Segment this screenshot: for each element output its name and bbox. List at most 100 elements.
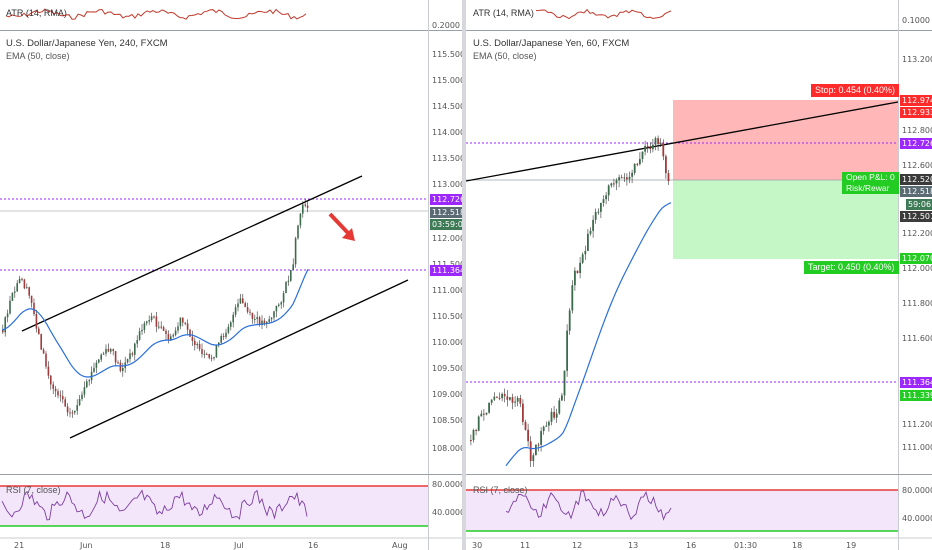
candle-body (268, 319, 270, 322)
candle-body (519, 398, 522, 404)
candle-body (21, 278, 23, 280)
candle-body (278, 304, 280, 306)
candle-body (225, 332, 227, 337)
atr-indicator-label[interactable]: ATR (14, RMA) (473, 8, 534, 18)
ema-indicator-label[interactable]: EMA (50, close) (6, 51, 70, 61)
rsi-indicator-label[interactable]: RSI (7, close) (6, 485, 61, 495)
candle-body (532, 455, 535, 461)
candle-body (290, 270, 292, 281)
candle-body (249, 311, 251, 313)
candle-body (28, 287, 30, 296)
candle-body (54, 388, 57, 392)
price-tag-level-low: 111.364 (430, 265, 468, 276)
candle-body (537, 444, 540, 446)
candle-body (304, 204, 306, 206)
candle-body (576, 270, 579, 273)
pane-separator[interactable] (0, 30, 462, 31)
candle-body (540, 431, 542, 445)
candle-body (480, 413, 483, 417)
candle-body (35, 314, 38, 329)
time-label: 18 (160, 541, 171, 550)
candle-body (545, 425, 548, 427)
symbol-title[interactable]: U.S. Dollar/Japanese Yen, 60, FXCM (473, 38, 630, 49)
stop-loss-label[interactable]: Stop: 0.454 (0.40%) (811, 84, 899, 97)
candle-body (215, 345, 218, 358)
chart-panel-4h[interactable]: ATR (14, RMA) 0.2000 U.S. Dollar/Japanes… (0, 0, 470, 550)
time-label: 16 (308, 541, 319, 550)
price-tag-target: 112.070 (900, 253, 932, 264)
candle-body (220, 336, 222, 343)
candle-body (9, 300, 11, 314)
candle-body (95, 362, 98, 368)
candle-body (654, 138, 657, 145)
atr-indicator-label[interactable]: ATR (14, RMA) (6, 8, 67, 18)
chart-canvas-1h[interactable] (466, 0, 932, 550)
arrow-down-icon (328, 212, 350, 235)
candle-body (23, 279, 26, 289)
candle-body (649, 147, 652, 150)
candle-body (172, 335, 174, 337)
candle-body (529, 441, 532, 461)
candle-body (114, 351, 117, 363)
symbol-title[interactable]: U.S. Dollar/Japanese Yen, 240, FXCM (6, 38, 168, 49)
candle-body (182, 317, 184, 323)
candle-body (574, 270, 576, 286)
candle-body (516, 398, 519, 402)
candle-body (600, 203, 602, 212)
panel-divider[interactable] (462, 0, 466, 550)
candle-body (119, 362, 122, 371)
candle-body (542, 426, 545, 432)
ema-indicator-label[interactable]: EMA (50, close) (473, 51, 537, 61)
candle-body (112, 349, 114, 351)
candle-body (66, 406, 69, 413)
rsi-axis-80: 80.0000 (902, 486, 932, 495)
candle-body (189, 329, 191, 337)
time-label: 18 (792, 541, 803, 550)
candle-body (131, 353, 134, 355)
chart-canvas-4h[interactable] (0, 0, 462, 550)
candle-body (548, 421, 550, 426)
pane-separator[interactable] (466, 30, 932, 31)
price-tag-last: 112.518 (430, 207, 468, 218)
rsi-indicator-label[interactable]: RSI (7, close) (473, 485, 528, 495)
candle-body (626, 177, 628, 180)
candle-body (213, 357, 215, 359)
candle-body (639, 159, 641, 165)
candle-body (636, 163, 639, 165)
candle-body (555, 413, 558, 418)
candle-body (498, 397, 501, 399)
chart-panel-1h[interactable]: ATR (14, RMA) 0.1000 U.S. Dollar/Japanes… (466, 0, 932, 550)
candle-body (88, 380, 90, 382)
price-axis-label: 109.500 (432, 364, 466, 373)
candle-body (158, 326, 160, 328)
candle-body (488, 402, 490, 413)
pane-separator[interactable] (466, 474, 932, 475)
candle-body (138, 331, 141, 340)
candle-body (571, 285, 574, 311)
pane-separator[interactable] (0, 474, 462, 475)
rsi-axis-40: 40.0000 (432, 508, 466, 517)
candle-body (136, 340, 138, 344)
price-axis-label: 111.000 (432, 286, 466, 295)
ema-line (1, 269, 309, 378)
price-axis-label: 113.500 (432, 154, 466, 163)
candle-body (292, 264, 294, 271)
time-label: Aug (392, 541, 408, 550)
take-profit-label[interactable]: Target: 0.450 (0.40%) (804, 261, 899, 274)
candle-body (107, 348, 110, 352)
ema-line (505, 202, 672, 467)
candle-body (14, 291, 16, 293)
price-tag-level-low: 111.364 (900, 377, 932, 388)
candle-body (98, 359, 100, 363)
candle-body (503, 393, 506, 397)
candle-body (581, 254, 584, 263)
candle-body (633, 163, 636, 173)
time-label: 30 (472, 541, 483, 550)
candle-body (33, 302, 35, 314)
price-axis-label: 112.000 (902, 264, 932, 273)
candle-body (155, 316, 158, 327)
candle-body (242, 298, 244, 304)
candle-body (170, 336, 172, 341)
candle-body (294, 238, 297, 265)
candle-body (628, 176, 631, 180)
